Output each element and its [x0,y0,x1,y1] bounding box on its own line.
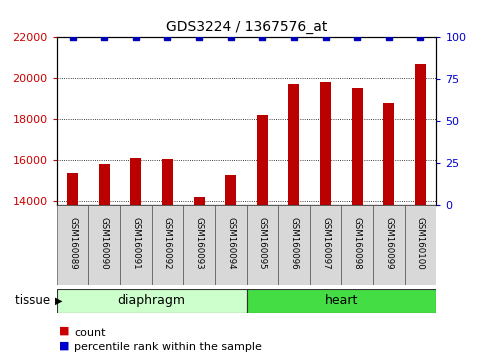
Bar [183,205,215,285]
Bar [278,205,310,285]
Bar [225,175,236,205]
Bar [152,205,183,285]
Text: GSM160089: GSM160089 [68,217,77,270]
Bar [415,64,426,205]
Text: diaphragm: diaphragm [118,295,185,307]
Text: GSM160090: GSM160090 [100,217,108,270]
Bar [373,205,405,285]
Bar [320,82,331,205]
Text: GSM160093: GSM160093 [195,217,204,270]
Bar [288,84,299,205]
Bar [57,289,246,313]
Bar [57,205,88,285]
Text: GDS3224 / 1367576_at: GDS3224 / 1367576_at [166,19,327,34]
Text: GSM160091: GSM160091 [131,217,141,270]
Text: count: count [74,328,106,338]
Text: GSM160098: GSM160098 [352,217,362,270]
Bar [215,205,246,285]
Bar [130,158,141,205]
Text: GSM160099: GSM160099 [385,217,393,270]
Text: GSM160096: GSM160096 [289,217,298,270]
Text: GSM160094: GSM160094 [226,217,235,270]
Bar [384,103,394,205]
Bar [246,289,436,313]
Bar [194,197,205,205]
Bar [67,172,78,205]
Bar [341,205,373,285]
Bar [257,115,268,205]
Bar [99,164,109,205]
Text: ■: ■ [59,326,70,336]
Bar [405,205,436,285]
Bar [352,88,363,205]
Text: tissue: tissue [15,295,54,307]
Text: percentile rank within the sample: percentile rank within the sample [74,342,262,352]
Text: GSM160092: GSM160092 [163,217,172,270]
Bar [120,205,152,285]
Text: ▶: ▶ [55,296,63,306]
Text: ■: ■ [59,340,70,350]
Bar [88,205,120,285]
Bar [310,205,341,285]
Text: heart: heart [325,295,358,307]
Text: GSM160097: GSM160097 [321,217,330,270]
Text: GSM160100: GSM160100 [416,217,425,270]
Bar [246,205,278,285]
Text: GSM160095: GSM160095 [258,217,267,270]
Bar [162,159,173,205]
